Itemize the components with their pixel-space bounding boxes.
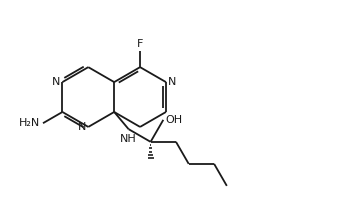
Text: N: N	[168, 77, 177, 87]
Text: H₂N: H₂N	[19, 118, 41, 128]
Text: N: N	[52, 77, 60, 87]
Text: F: F	[137, 39, 143, 49]
Text: NH: NH	[120, 134, 137, 144]
Text: OH: OH	[166, 115, 183, 125]
Text: N: N	[77, 122, 86, 132]
